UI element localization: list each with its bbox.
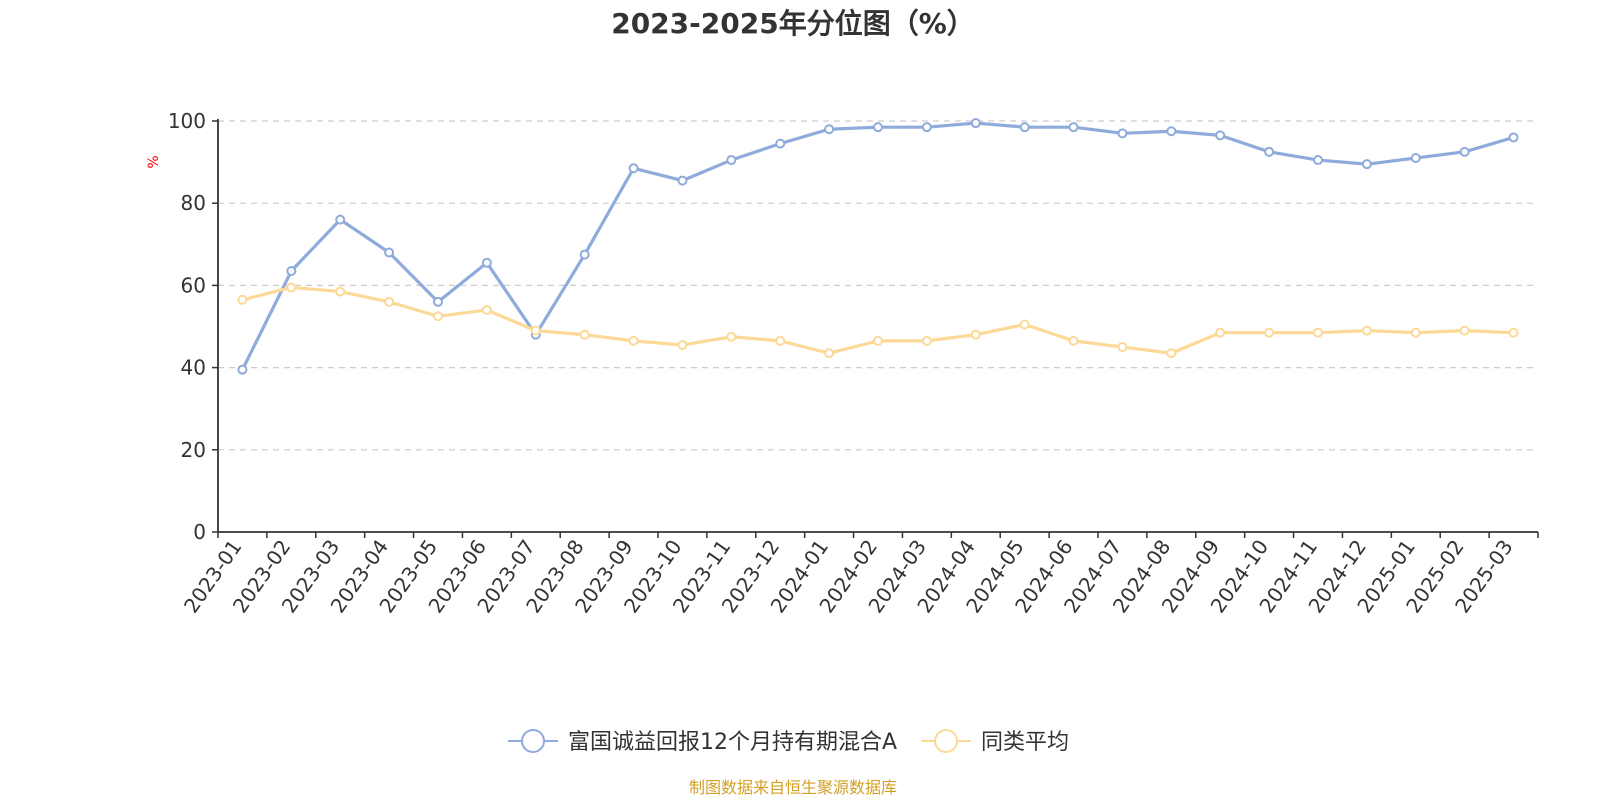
data-point [481,257,492,268]
data-point [481,305,492,316]
data-point [1019,122,1030,133]
source-note: 制图数据来自恒生聚源数据库 [689,778,897,797]
data-point [530,325,541,336]
data-point [1117,342,1128,353]
data-point [726,331,737,342]
legend-marker [521,729,545,753]
data-point [1313,155,1323,166]
data-point [1019,319,1030,330]
legend-label: 富国诚益回报12个月持有期混合A [568,730,897,755]
data-point [384,247,395,258]
data-point [1508,132,1519,143]
legend-item-1[interactable]: 富国诚益回报12个月持有期混合A [508,729,897,755]
data-point [286,266,297,277]
data-point [775,138,786,149]
legend[interactable]: 富国诚益回报12个月持有期混合A 同类平均 [508,729,1069,755]
series-lines [237,118,1519,375]
legend-label: 同类平均 [981,730,1069,755]
data-point [775,335,786,346]
data-point [1117,128,1128,139]
data-point [970,329,981,340]
data-point [628,163,639,174]
data-point [1459,325,1470,336]
data-point [286,282,297,293]
data-point [1361,159,1372,170]
data-point [1264,327,1275,338]
y-axis-label: % [146,155,162,168]
data-point [433,296,443,307]
data-point [335,286,346,297]
data-point [1166,126,1177,137]
y-tick-label-80: 80 [181,191,206,215]
data-point [433,311,443,322]
data-point [1508,327,1519,338]
data-point [1410,152,1421,163]
y-tick-label-100: 100 [168,109,206,133]
data-point [921,122,932,133]
data-point [1410,327,1421,338]
data-point [579,249,590,260]
data-point [1215,327,1226,338]
data-point [726,155,737,166]
y-tick-label-20: 20 [181,438,206,462]
data-point [1068,122,1079,133]
data-point [384,296,395,307]
legend-marker [934,729,959,753]
y-tick-label-40: 40 [181,356,206,380]
data-point [873,122,883,133]
data-point [824,348,835,359]
data-point [1264,146,1275,157]
y-tick-label-60: 60 [181,273,206,297]
data-point [824,124,835,135]
data-point [677,175,688,186]
series-2 [237,282,1519,359]
series-1 [237,118,1519,375]
data-point [335,214,346,225]
data-point [1361,325,1372,336]
data-point [1459,146,1470,157]
data-point [970,118,981,129]
grid-lines [218,120,1538,451]
data-point [873,335,883,346]
data-point [237,294,248,305]
y-tick-label-0: 0 [193,520,206,544]
data-point [1313,327,1323,338]
data-point [921,335,932,346]
data-point [1215,130,1226,141]
data-point [1068,335,1079,346]
chart-title: 2023-2025年分位图（%） [611,7,975,40]
data-point [579,329,590,340]
legend-item-2[interactable]: 同类平均 [921,729,1069,755]
axes: 0204060801002023-012023-022023-032023-04… [168,109,1539,617]
data-point [628,335,639,346]
data-point [237,364,248,375]
data-point [1166,348,1177,359]
data-point [677,339,688,350]
